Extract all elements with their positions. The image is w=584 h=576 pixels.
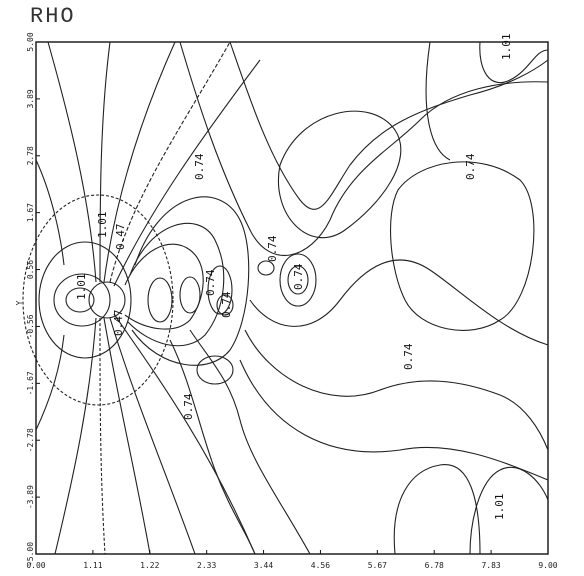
y-tick-label: 1.67: [26, 203, 35, 222]
y-tick-label: 5.00: [26, 32, 35, 51]
contour-outer-left: [38, 241, 132, 359]
x-tick-label: 1.11: [83, 561, 102, 570]
x-tick-label: 7.83: [481, 561, 500, 570]
contour-inner-left: [65, 287, 95, 313]
contour-label: 0.74: [182, 393, 195, 420]
contour-label: 1.01: [75, 274, 88, 301]
x-tick-label: 6.78: [425, 561, 444, 570]
page-title: RHO: [30, 4, 76, 29]
contour-label: 0.74: [266, 235, 279, 262]
contour-label: 1.01: [96, 212, 109, 239]
y-axis-label: Y: [15, 300, 24, 305]
y-axis-ticks: 5.00 3.89 2.78 1.67 0.56 -0.56 -1.67 -2.78 -3.89…: [26, 32, 40, 566]
y-tick-label: 2.78: [26, 146, 35, 165]
y-tick-label: -1.67: [26, 371, 35, 395]
y-tick-label: -0.56: [26, 314, 35, 338]
y-tick-label: -2.78: [26, 428, 35, 452]
contour-label: 0.74: [292, 263, 305, 290]
contour-label: 1.01: [500, 34, 513, 61]
x-axis-ticks: 0.00 1.11 1.22 2.33 3.44 4.56 5.67 6.78 7.83 9.00: [26, 550, 558, 570]
contour-label: 0.74: [402, 343, 415, 370]
contour-labels: 1.01 0.74 0.74 1.01 0.47 0.74 0.74 1.01 …: [75, 34, 513, 521]
x-tick-label: 9.00: [538, 561, 557, 570]
contour-label: 1.01: [493, 494, 506, 521]
x-tick-label: 2.33: [197, 561, 216, 570]
x-tick-label: 3.44: [254, 561, 273, 570]
contour-label: 0.47: [114, 224, 127, 251]
contour-label: 0.74: [464, 153, 477, 180]
y-tick-label: -5.00: [26, 542, 35, 566]
y-tick-label: 0.56: [26, 260, 35, 279]
body-circle: [88, 281, 126, 319]
contour-lines: [22, 41, 549, 555]
contour-label: 0.74: [204, 269, 217, 296]
contour-label: 0.74: [220, 291, 233, 318]
plot-frame: [35, 41, 549, 555]
x-tick-label: 0.00: [26, 561, 45, 570]
x-tick-label: 5.67: [368, 561, 387, 570]
contour-island: [279, 253, 317, 307]
contour-label: 0.74: [193, 153, 206, 180]
contour-mid-left: [53, 273, 111, 327]
y-tick-label: -3.89: [26, 485, 35, 509]
x-tick-label: 4.56: [311, 561, 330, 570]
y-tick-label: 3.89: [26, 89, 35, 108]
x-tick-label: 1.22: [140, 561, 159, 570]
contour-label: 0.47: [112, 310, 125, 337]
